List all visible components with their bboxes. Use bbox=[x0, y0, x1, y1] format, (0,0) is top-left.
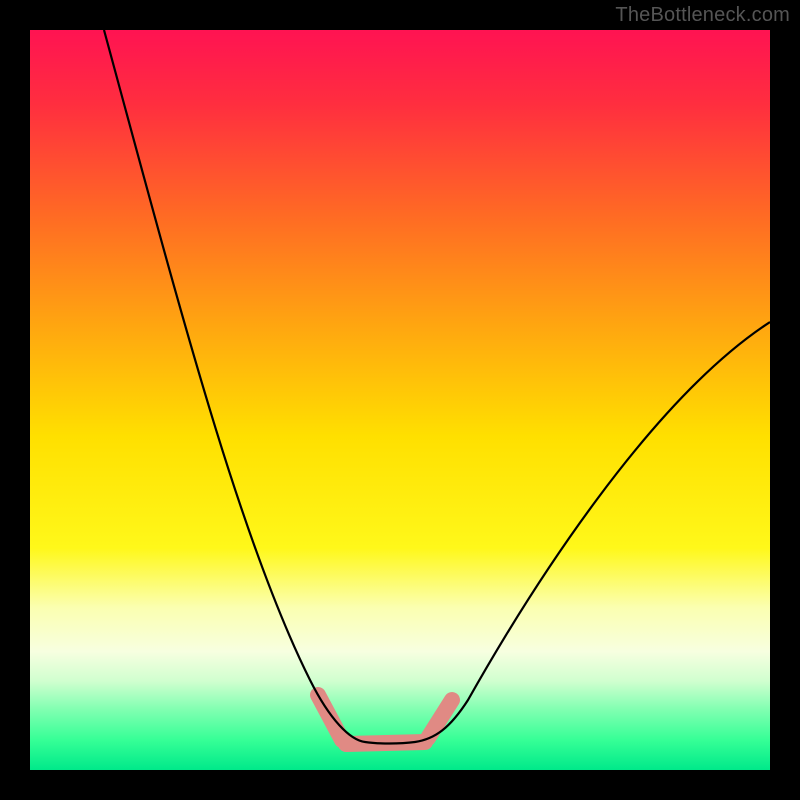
watermark-text: TheBottleneck.com bbox=[615, 4, 790, 27]
gradient-background bbox=[30, 30, 770, 770]
bottleneck-chart bbox=[0, 0, 800, 800]
